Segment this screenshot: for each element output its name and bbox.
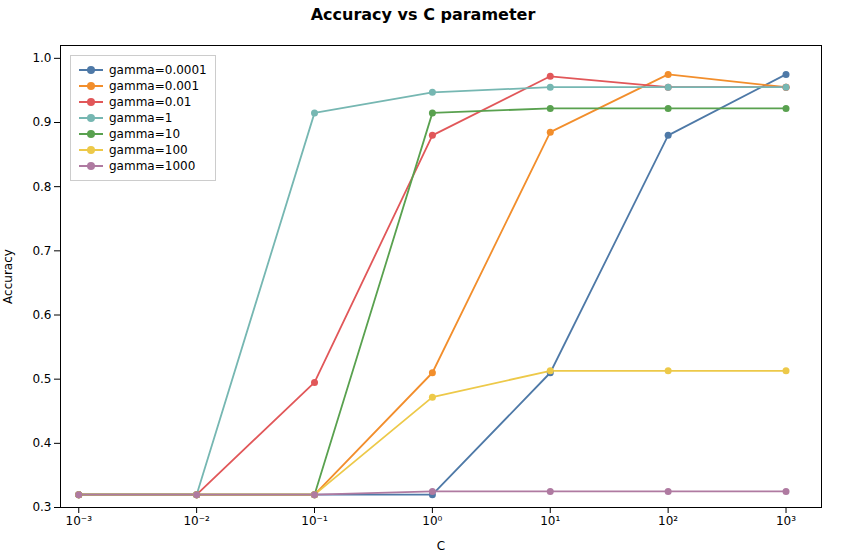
svg-text:10⁰: 10⁰ xyxy=(422,514,442,528)
html-text:Accuracy vs C parameter: Accuracy vs C parameter xyxy=(310,5,536,24)
svg-text:10¹: 10¹ xyxy=(540,514,560,528)
svg-text:0.5: 0.5 xyxy=(32,372,51,386)
svg-text:0.6: 0.6 xyxy=(32,308,51,322)
svg-text:10⁻³: 10⁻³ xyxy=(66,514,93,528)
html-text:gamma=10: gamma=10 xyxy=(109,127,180,141)
svg-text:10³: 10³ xyxy=(776,514,796,528)
html-text:gamma=0.01: gamma=0.01 xyxy=(109,95,192,109)
html-text:gamma=1000: gamma=1000 xyxy=(109,159,196,173)
svg-text:10⁻²: 10⁻² xyxy=(183,514,210,528)
html-text:gamma=0.0001: gamma=0.0001 xyxy=(109,63,207,77)
svg-text:0.3: 0.3 xyxy=(32,500,51,514)
svg-text:10²: 10² xyxy=(658,514,678,528)
svg-text:0.8: 0.8 xyxy=(32,180,51,194)
svg-text:0.7: 0.7 xyxy=(32,244,51,258)
svg-text:1.0: 1.0 xyxy=(32,51,51,65)
html-text:gamma=1: gamma=1 xyxy=(109,111,173,125)
html-text:gamma=0.001: gamma=0.001 xyxy=(109,79,200,93)
html-text:gamma=100: gamma=100 xyxy=(109,143,188,157)
svg-text:0.4: 0.4 xyxy=(32,436,51,450)
svg-text:10⁻¹: 10⁻¹ xyxy=(301,514,328,528)
svg-text:C: C xyxy=(437,539,445,552)
svg-text:0.9: 0.9 xyxy=(32,115,51,129)
svg-text:Accuracy: Accuracy xyxy=(1,249,15,304)
